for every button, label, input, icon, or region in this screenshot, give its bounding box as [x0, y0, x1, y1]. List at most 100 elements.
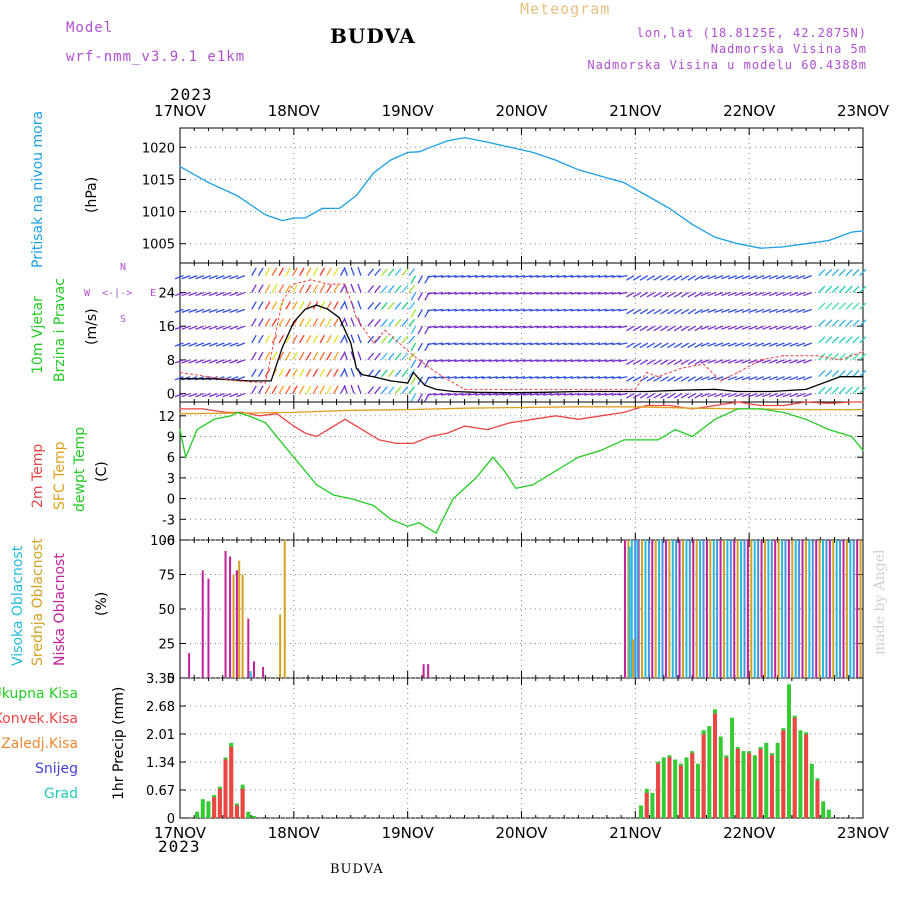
wind-arrow: [768, 308, 778, 314]
wind-arrow: [326, 385, 332, 394]
wind-arrow: [653, 393, 662, 399]
wind-arrow: [700, 325, 710, 330]
wind-arrow: [394, 285, 402, 293]
data-point-pressure: [179, 165, 181, 168]
wind-arrow: [796, 308, 806, 314]
wind-arrow: [673, 291, 683, 298]
wind-arrow: [285, 301, 291, 310]
wind-arrow: [604, 359, 614, 363]
bar-low_cloud: [235, 570, 238, 678]
data-point-dewpt: [782, 411, 784, 413]
wind-arrow: [762, 291, 772, 297]
wind-arrow: [734, 376, 744, 381]
wind-arrow: [550, 392, 560, 396]
wind-arrow: [257, 368, 264, 378]
wind-arrow: [447, 359, 457, 363]
wind-arrow: [707, 325, 717, 330]
data-point-dewpt: [372, 504, 375, 507]
wind-arrow: [474, 392, 485, 396]
wind-arrow: [461, 376, 471, 379]
wind-arrow: [687, 359, 696, 365]
wind-arrow: [495, 359, 505, 363]
wind-arrow: [734, 392, 744, 398]
wind-arrow: [222, 275, 232, 280]
wind-arrow: [646, 342, 656, 349]
data-point-dewpt: [333, 494, 335, 496]
wind-arrow: [474, 325, 485, 329]
wind-arrow: [727, 376, 737, 381]
data-point-wind_speed: [304, 308, 306, 310]
wind-arrow: [626, 342, 635, 349]
wind-arrow: [292, 301, 298, 310]
wind-arrow: [570, 308, 580, 312]
wind-arrow: [611, 308, 621, 312]
wind-arrow: [461, 308, 471, 312]
wind-arrow: [660, 325, 669, 332]
wind-arrow: [215, 308, 225, 314]
wind-arrow: [768, 291, 778, 297]
wind-arrow: [271, 351, 278, 361]
data-point-temp2m: [446, 432, 449, 434]
wind-arrow: [707, 342, 717, 347]
data-point-temp2m: [304, 432, 306, 434]
data-point-dewpt: [828, 429, 830, 431]
wind-arrow: [502, 274, 512, 278]
bar-total_precip: [661, 757, 666, 818]
wind-arrow: [236, 392, 246, 398]
wind-arrow: [380, 268, 388, 277]
wind-dir-n: N: [120, 262, 127, 273]
data-point-pressure: [207, 182, 210, 184]
x-tick-label-top: 21NOV: [609, 102, 662, 120]
wind-arrow: [481, 342, 491, 346]
cloud-bar: [705, 540, 708, 678]
wind-arrow: [845, 268, 853, 277]
data-point-pressure: [281, 219, 284, 222]
data-point-temp2m: [600, 415, 602, 417]
cloud-bar: [682, 540, 685, 678]
data-point-pressure: [691, 223, 693, 226]
wind-arrow: [433, 376, 444, 379]
y-tick-label: 3.35: [146, 672, 175, 687]
cloud-bar: [712, 540, 715, 678]
wind-arrow: [741, 291, 751, 297]
wind-arrow: [454, 342, 464, 346]
data-point-wind_gust: [759, 359, 762, 361]
wind-arrow: [563, 291, 573, 295]
data-point-pressure: [293, 217, 295, 219]
data-point-dewpt: [759, 408, 762, 410]
data-point-temp2m: [344, 418, 346, 420]
wind-arrow: [803, 392, 812, 398]
wind-arrow: [319, 318, 326, 327]
bar-total_precip: [798, 730, 803, 818]
wind-arrow: [454, 291, 464, 295]
wind-arrow: [229, 359, 239, 364]
wind-arrow: [481, 392, 491, 396]
data-point-wind_gust: [179, 371, 181, 374]
data-point-pressure: [555, 159, 557, 161]
cloud-bar: [675, 540, 678, 678]
series-line-temp2m: [180, 401, 863, 445]
wind-arrow: [727, 275, 737, 280]
wind-arrow: [357, 384, 362, 394]
wind-arrow: [818, 336, 826, 344]
data-point-wind_speed: [543, 391, 545, 393]
data-point-wind_gust: [207, 376, 210, 378]
wind-arrow: [454, 308, 464, 312]
wind-arrow: [782, 376, 792, 381]
data-point-wind_speed: [355, 367, 358, 369]
wind-arrow: [762, 325, 772, 330]
wind-arrow: [714, 275, 724, 280]
wind-arrow: [550, 325, 560, 329]
wind-arrow: [495, 325, 505, 329]
wind-arrow: [611, 342, 621, 346]
data-point-dewpt: [555, 470, 557, 472]
wind-arrow: [319, 368, 326, 378]
wind-arrow: [673, 393, 683, 399]
data-point-wind_speed: [293, 321, 295, 323]
wind-arrow: [433, 274, 444, 278]
wind-arrow: [495, 274, 505, 278]
wind-arrow: [454, 359, 464, 363]
data-point-pressure: [304, 217, 306, 219]
wind-arrow: [768, 359, 778, 364]
wind-arrow: [632, 393, 642, 399]
